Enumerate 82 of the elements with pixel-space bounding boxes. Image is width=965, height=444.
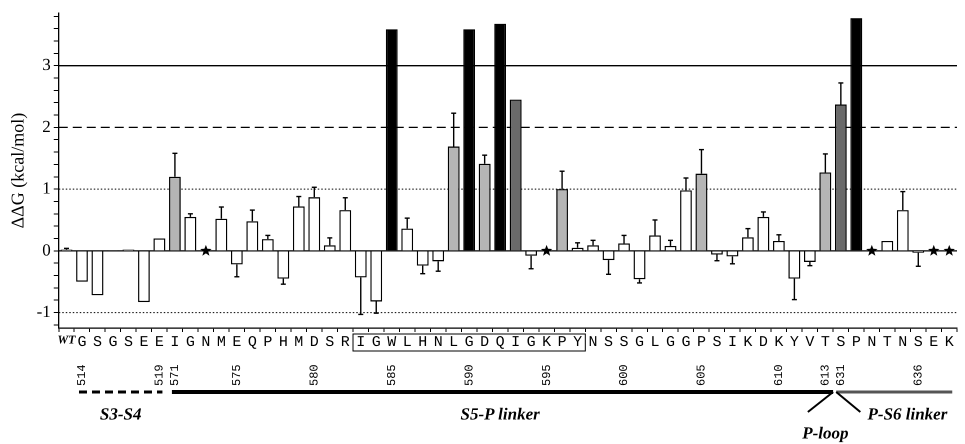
x-tick-label: S <box>124 334 133 351</box>
x-tick-label: L <box>650 334 660 351</box>
x-tick-label: Q <box>496 334 505 351</box>
x-tick-label: M <box>294 334 304 351</box>
x-tick-label: Y <box>573 334 582 351</box>
x-tick-label: G <box>372 334 381 351</box>
x-tick-label: S <box>836 334 846 351</box>
x-tick-label: P <box>263 334 272 351</box>
x-tick-label: S <box>712 334 722 351</box>
text: S3-S4 <box>100 404 142 424</box>
x-tick-label: H <box>278 334 288 351</box>
text: P-loop <box>801 423 848 442</box>
x-tick-label: G <box>526 334 536 351</box>
x-tick-label: S <box>620 334 629 351</box>
x-tick-label: H <box>418 334 428 351</box>
x-tick-label: G <box>77 334 86 351</box>
x-tick-label: N <box>898 334 908 351</box>
y-tick-label: -1 <box>36 302 51 322</box>
x-tick-label: S <box>92 334 102 351</box>
text: 613 <box>818 364 833 386</box>
y-axis-title: ΔΔG (kcal/mol) <box>8 112 28 228</box>
x-tick-label: N <box>588 334 598 351</box>
x-tick-label: E <box>154 334 164 351</box>
text: 585 <box>384 364 399 386</box>
y-tick-label: 0 <box>42 240 51 260</box>
x-tick-label: Q <box>248 334 257 351</box>
x-tick-label: D <box>480 334 490 351</box>
text: 600 <box>617 364 632 386</box>
x-tick-label: Y <box>790 334 799 351</box>
x-tick-label: K <box>944 334 954 351</box>
x-tick-label: I <box>511 334 520 351</box>
text: P-S6 linker <box>866 404 948 424</box>
x-tick-label: P <box>558 334 567 351</box>
y-tick-label: 3 <box>42 55 51 74</box>
x-tick-label: G <box>635 334 644 351</box>
x-tick-label: T <box>820 334 830 351</box>
x-tick-label: S <box>604 334 614 351</box>
text: 605 <box>694 364 709 386</box>
x-tick-label: WT <box>58 332 76 346</box>
text: 595 <box>540 364 554 386</box>
x-tick-label: S <box>325 334 334 351</box>
x-tick-label: N <box>201 334 210 351</box>
x-tick-label: I <box>728 334 737 351</box>
x-tick-label: E <box>929 334 938 351</box>
x-tick-label: N <box>867 334 876 351</box>
text: 590 <box>462 364 476 386</box>
text: 636 <box>911 364 926 386</box>
x-tick-label: W <box>387 334 396 351</box>
text: 514 <box>75 364 90 386</box>
x-tick-label: G <box>681 334 690 351</box>
x-tick-label: I <box>356 334 366 351</box>
x-tick-label: P <box>696 334 706 351</box>
text: 580 <box>307 364 322 386</box>
text: 575 <box>230 364 244 386</box>
x-tick-label: G <box>464 334 474 351</box>
y-tick-label: 2 <box>42 116 51 136</box>
x-tick-label: E <box>232 334 242 351</box>
x-tick-label: L <box>402 334 412 351</box>
x-tick-label: G <box>186 334 195 351</box>
x-tick-label: D <box>758 334 768 351</box>
text: S5-P linker <box>460 404 540 424</box>
x-tick-label: N <box>434 334 443 351</box>
text: 610 <box>772 364 786 386</box>
x-tick-label: S <box>914 334 923 351</box>
x-tick-label: K <box>774 334 784 351</box>
x-tick-label: I <box>170 334 180 351</box>
x-tick-label: R <box>340 334 350 351</box>
x-tick-label: V <box>805 334 814 351</box>
y-tick-label: 1 <box>42 178 51 198</box>
x-tick-label: K <box>743 334 752 351</box>
x-tick-label: T <box>882 334 892 351</box>
text: 571 <box>168 364 182 386</box>
x-tick-label: E <box>139 334 148 351</box>
x-tick-label: K <box>542 334 552 351</box>
x-tick-label: M <box>216 334 226 351</box>
x-tick-label: D <box>310 334 319 351</box>
x-tick-label: G <box>108 334 118 351</box>
x-tick-label: G <box>666 334 675 351</box>
x-tick-label: P <box>852 334 861 351</box>
text: 519 <box>152 364 167 386</box>
text: 631 <box>834 364 848 386</box>
x-tick-label: L <box>449 334 458 351</box>
